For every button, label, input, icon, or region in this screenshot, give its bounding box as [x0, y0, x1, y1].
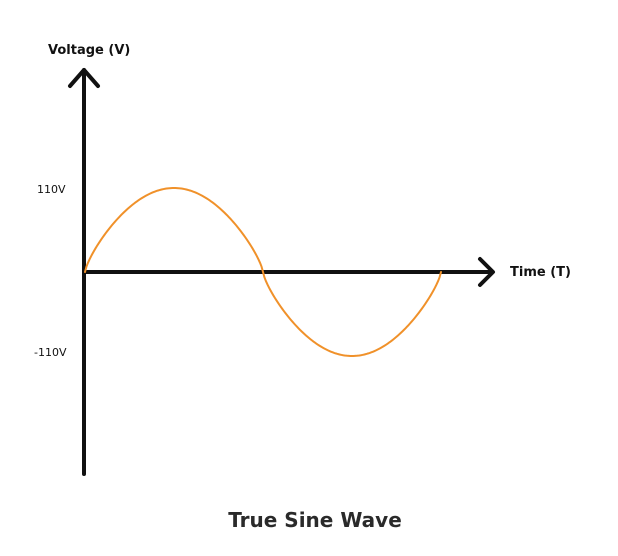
sine-wave-curve — [84, 186, 442, 358]
negative-peak-label: -110V — [34, 346, 67, 359]
x-axis-title: Time (T) — [510, 265, 571, 280]
y-axis-arrow-icon — [68, 68, 100, 88]
y-axis-title: Voltage (V) — [48, 43, 130, 58]
x-axis-arrow-icon — [478, 257, 495, 287]
chart-title: True Sine Wave — [228, 508, 402, 532]
positive-peak-label: 110V — [37, 183, 66, 196]
